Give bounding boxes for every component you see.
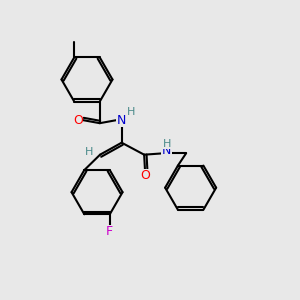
Text: O: O — [73, 114, 83, 127]
Text: N: N — [117, 114, 126, 127]
Text: H: H — [127, 107, 135, 117]
Text: N: N — [162, 144, 171, 157]
Text: H: H — [163, 139, 171, 148]
Text: F: F — [106, 225, 113, 238]
Text: H: H — [85, 147, 93, 157]
Text: O: O — [140, 169, 150, 182]
